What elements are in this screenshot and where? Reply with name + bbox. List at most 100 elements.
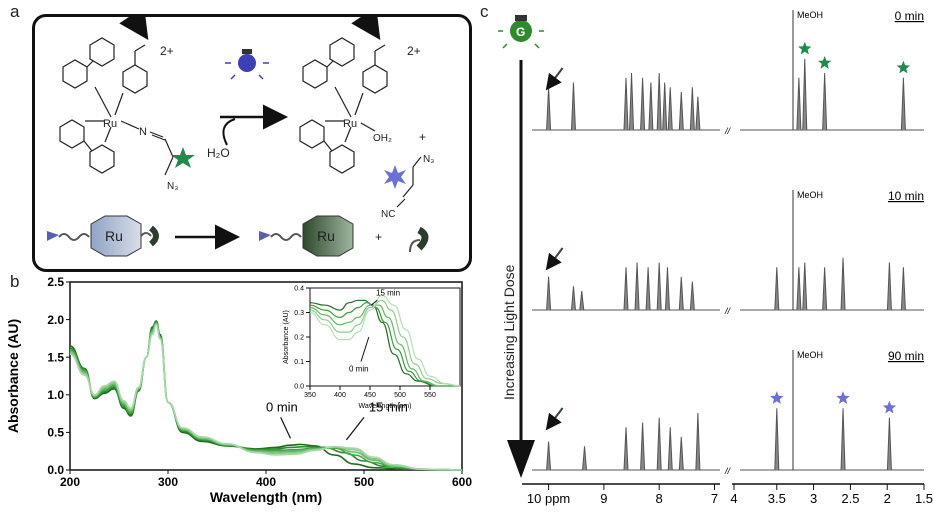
reaction-scheme-svg: Ru N N₃ 2+ H₂O bbox=[47, 6, 434, 257]
light-dose-label: Increasing Light Dose bbox=[501, 264, 517, 400]
nmr-peak bbox=[822, 72, 828, 131]
annotation-arrow-0min bbox=[280, 417, 292, 439]
plot-frame bbox=[69, 281, 463, 471]
axis-break-mark: // bbox=[724, 306, 732, 316]
nmr-peak bbox=[582, 446, 588, 471]
x-tick-label: 200 bbox=[60, 475, 80, 489]
solvent-label: MeOH bbox=[797, 10, 823, 20]
nmr-peak bbox=[656, 72, 662, 131]
y-tick-label: 0.5 bbox=[47, 426, 64, 440]
nmr-peak bbox=[623, 427, 629, 471]
nmr-traces: // MeOH 0 min // MeOH 10 min // MeOH 90 min bbox=[532, 9, 924, 476]
spectrum-line-4 bbox=[309, 294, 461, 387]
y-tick-label: 0.2 bbox=[294, 334, 304, 341]
axis-break-mark: // bbox=[724, 466, 732, 476]
aldehyde-arrow bbox=[545, 407, 564, 431]
peak-star-icon bbox=[770, 391, 784, 404]
x-tick-label: 400 bbox=[334, 392, 346, 399]
product-complex bbox=[299, 37, 388, 174]
y-tick-label: 0.0 bbox=[47, 463, 64, 477]
nmr-peak bbox=[645, 267, 651, 311]
nmr-peak bbox=[802, 262, 808, 311]
x-tick-label: 600 bbox=[452, 475, 472, 489]
peak-star-icon bbox=[818, 56, 832, 69]
spectrum-line-3 bbox=[309, 299, 461, 387]
time-label: 10 min bbox=[888, 189, 924, 203]
y-tick-label: 1.5 bbox=[47, 350, 64, 364]
nmr-peak bbox=[689, 87, 695, 131]
plus-sign-top: + bbox=[419, 130, 426, 144]
blue-star-icon bbox=[384, 165, 406, 189]
nmr-peak bbox=[796, 267, 802, 311]
peak-star-icon bbox=[882, 400, 897, 414]
nmr-peak bbox=[656, 417, 662, 471]
plus-sign-bottom: + bbox=[375, 230, 382, 244]
cartoon-released-linker bbox=[409, 226, 429, 253]
metal-label-left: Ru bbox=[103, 118, 117, 130]
nitrogen-label: N bbox=[139, 126, 147, 138]
cartoon-label-right: Ru bbox=[317, 228, 335, 244]
nmr-figure: G Increasing Light Dose // MeOH 0 min // MeO… bbox=[498, 9, 933, 506]
aldehyde-arrow bbox=[545, 67, 564, 91]
nmr-peak bbox=[623, 267, 629, 311]
x-tick-label: 7 bbox=[711, 491, 718, 506]
x-tick-label: 8 bbox=[656, 491, 663, 506]
green-star-icon bbox=[171, 147, 195, 168]
axis-break-mark: // bbox=[724, 126, 732, 136]
x-axis-title: Wavelength (nm) bbox=[358, 403, 411, 410]
inset-annotation-15min: 15 min bbox=[376, 288, 400, 297]
nmr-peak bbox=[546, 87, 552, 131]
light-dose-arrow bbox=[507, 60, 535, 478]
annotation-15min: 15 min bbox=[369, 399, 408, 414]
spectrum-line-5 bbox=[69, 324, 463, 471]
nmr-peak bbox=[774, 267, 780, 311]
nmr-peak bbox=[840, 257, 846, 311]
y-tick-label: 1.0 bbox=[47, 388, 64, 402]
nmr-trace-0-min: // MeOH 0 min bbox=[532, 9, 924, 136]
peak-star-icon bbox=[896, 60, 910, 74]
nmr-peak bbox=[667, 427, 673, 471]
nmr-peak bbox=[886, 262, 892, 311]
x-axis-title: Wavelength (nm) bbox=[210, 489, 322, 505]
nmr-peak bbox=[900, 267, 906, 311]
highlight-arrow-right bbox=[351, 6, 381, 40]
inset-arrow-0min bbox=[360, 336, 370, 362]
panel-label-a: a bbox=[10, 2, 20, 21]
y-tick-label: 0.0 bbox=[294, 383, 304, 390]
x-tick-label: 3.5 bbox=[768, 491, 786, 506]
highlight-arrow-left bbox=[119, 6, 149, 40]
nmr-peak bbox=[634, 262, 640, 311]
released-nitrile bbox=[396, 156, 422, 208]
water-label: H₂O bbox=[207, 146, 230, 160]
azide-label-left: N₃ bbox=[167, 181, 178, 192]
spectrum-line-2 bbox=[309, 304, 460, 387]
time-label: 90 min bbox=[888, 349, 924, 363]
x-tick-label: 3 bbox=[810, 491, 817, 506]
nmr-peak bbox=[648, 82, 654, 131]
y-tick-label: 2.5 bbox=[47, 275, 64, 289]
x-tick-label: 2.5 bbox=[841, 491, 859, 506]
peak-star-icon bbox=[836, 391, 850, 404]
x-tick-label: 350 bbox=[304, 392, 316, 399]
spectrum-line-1 bbox=[309, 302, 460, 387]
nmr-peak bbox=[900, 77, 906, 131]
x-tick-label: 9 bbox=[600, 491, 607, 506]
x-tick-label: 450 bbox=[364, 392, 376, 399]
bulb-letter: G bbox=[516, 25, 525, 39]
x-tick-label: 2 bbox=[884, 491, 891, 506]
nmr-peak bbox=[629, 72, 635, 131]
nitrile-label: NC bbox=[381, 209, 395, 220]
nmr-peak bbox=[640, 422, 646, 471]
nmr-peak bbox=[664, 267, 670, 311]
x-tick-label: 10 ppm bbox=[527, 491, 570, 506]
uv-vis-chart: 200 300 400 500 600 0.0 0.5 1.0 1.5 2.0 2.5 Wavelen… bbox=[5, 275, 472, 505]
peak-star-icon bbox=[798, 41, 812, 55]
time-label: 0 min bbox=[895, 9, 924, 23]
y-tick-label: 0.1 bbox=[294, 359, 304, 366]
main-absorbance-chart: 200 300 400 500 600 0.0 0.5 1.0 1.5 2.0 2.5 Wavelen… bbox=[5, 275, 472, 505]
nmr-peak bbox=[802, 58, 808, 131]
charge-label-right: 2+ bbox=[407, 44, 421, 58]
cartoon-reactant bbox=[47, 215, 159, 257]
solvent-label: MeOH bbox=[797, 190, 823, 200]
panel-label-b: b bbox=[10, 272, 20, 291]
